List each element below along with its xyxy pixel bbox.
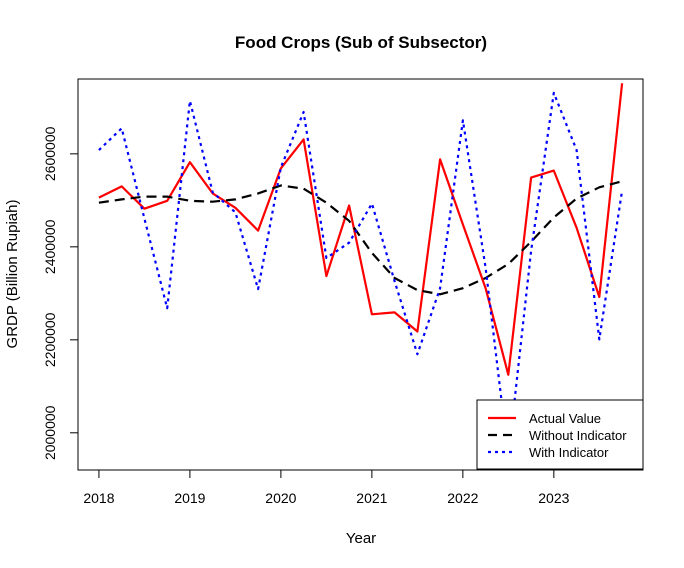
- legend-label-without-indicator: Without Indicator: [529, 428, 627, 443]
- y-axis: 2000000 2200000 2400000 2600000: [42, 126, 78, 460]
- x-axis-title: Year: [346, 530, 376, 547]
- y-axis-title: GRDP (Billion Rupiah): [4, 200, 21, 349]
- y-tick-label: 2600000: [42, 126, 58, 181]
- x-tick-label: 2022: [447, 490, 478, 506]
- x-tick-label: 2018: [83, 490, 114, 506]
- x-tick-label: 2020: [265, 490, 296, 506]
- y-tick-label: 2400000: [42, 219, 58, 274]
- y-tick-label: 2200000: [42, 312, 58, 367]
- legend-label-actual-value: Actual Value: [529, 411, 601, 426]
- series-line-with-indicator: [98, 91, 624, 459]
- legend-entries: Actual Value Without Indicator With Indica…: [488, 411, 627, 460]
- series-line-actual-value: [98, 83, 624, 376]
- x-tick-label: 2019: [174, 490, 205, 506]
- y-tick-label: 2000000: [42, 405, 58, 460]
- x-tick-label: 2021: [356, 490, 387, 506]
- legend-label-with-indicator: With Indicator: [529, 445, 609, 460]
- legend: Actual Value Without Indicator With Indica…: [476, 399, 644, 470]
- series-layer: [98, 83, 624, 459]
- plot-frame: [77, 78, 644, 471]
- series-line-without-indicator: [98, 180, 623, 296]
- x-tick-label: 2023: [538, 490, 569, 506]
- x-axis: 2018 2019 2020 2021 2022 2023: [83, 470, 570, 506]
- chart-title: Food Crops (Sub of Subsector): [235, 33, 487, 52]
